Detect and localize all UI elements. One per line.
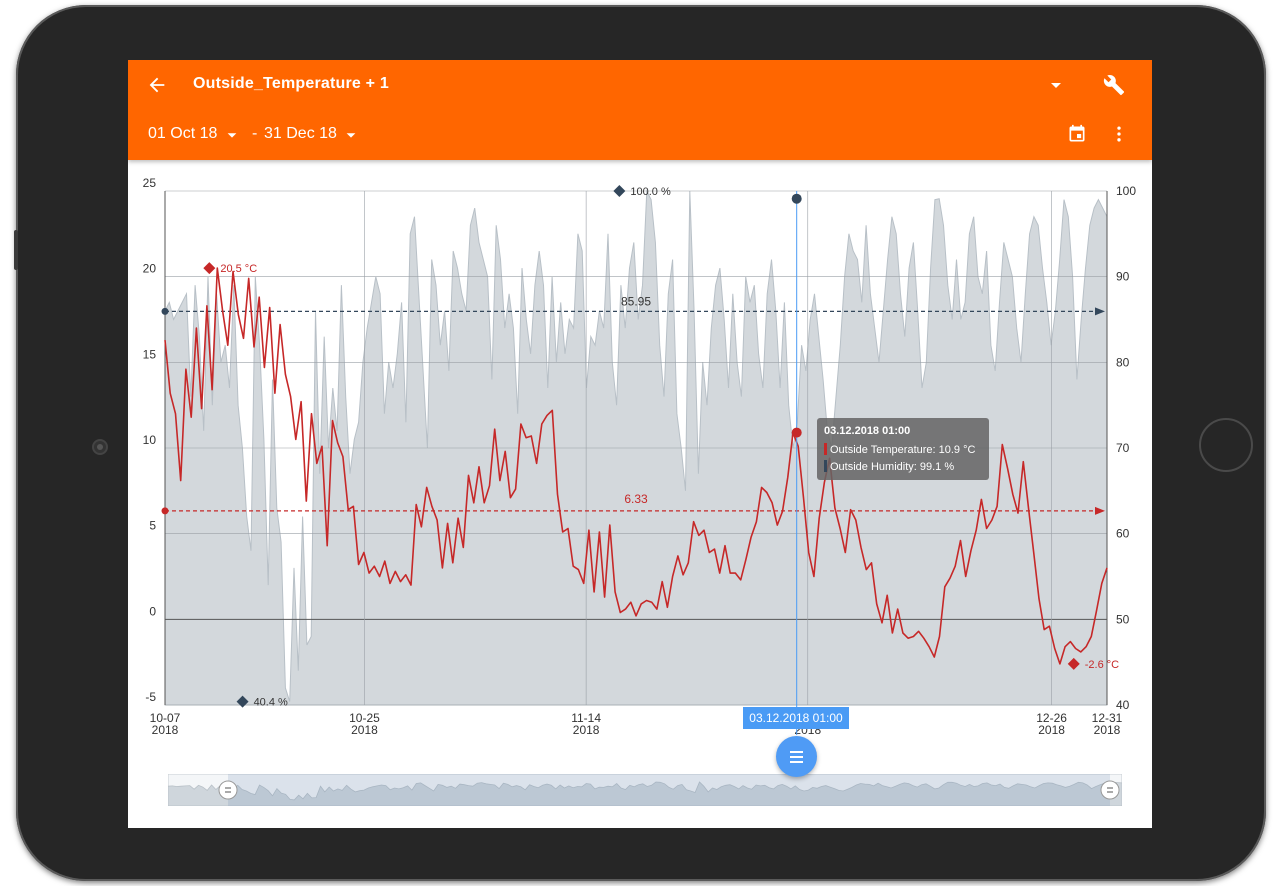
menu-icon	[790, 751, 803, 763]
more-vert-icon[interactable]	[1109, 124, 1129, 144]
range-navigator[interactable]	[168, 774, 1122, 806]
tooltip-temperature-text: Outside Temperature: 10.9 °C	[830, 444, 976, 456]
y-left-tick-label: 10	[143, 433, 157, 447]
crosshair-temperature-dot	[791, 427, 802, 438]
humidity-min-label: 40.4 %	[254, 697, 288, 709]
tooltip-row-temperature: Outside Temperature: 10.9 °C	[824, 443, 975, 457]
menu-fab-button[interactable]	[776, 736, 817, 777]
dropdown-caret-icon[interactable]	[1048, 77, 1064, 93]
y-left-tick-label: -5	[145, 690, 156, 704]
temperature-average-start-dot	[161, 507, 169, 515]
y-right-tick-label: 80	[1116, 355, 1130, 369]
y-right-tick-label: 40	[1116, 698, 1130, 712]
navigator-series-area	[168, 781, 1122, 806]
back-arrow-icon[interactable]	[146, 74, 168, 96]
navigator-left-handle[interactable]	[218, 780, 238, 800]
navigator-right-handle[interactable]	[1100, 780, 1120, 800]
x-tick-label: 10-25	[349, 711, 380, 725]
date-from-caret-icon[interactable]	[225, 128, 239, 142]
home-button[interactable]	[1199, 418, 1253, 472]
x-tick-year-label: 2018	[351, 723, 378, 737]
humidity-swatch	[824, 460, 827, 472]
history-chart[interactable]: 2520151050-510090807060504010-07201810-2…	[128, 160, 1152, 828]
tooltip-row-humidity: Outside Humidity: 99.1 %	[824, 460, 954, 474]
humidity-average-label: 85.95	[621, 294, 651, 308]
page-title: Outside_Temperature + 1	[193, 75, 389, 92]
x-tick-label: 10-07	[150, 711, 181, 725]
y-right-tick-label: 60	[1116, 527, 1130, 541]
date-from-selector[interactable]: 01 Oct 18	[148, 125, 218, 142]
app-screen: Outside_Temperature + 1 01 Oct 18 - 31 D…	[128, 60, 1152, 828]
x-tick-year-label: 2018	[1038, 723, 1065, 737]
y-right-tick-label: 50	[1116, 612, 1130, 626]
temperature-average-label: 6.33	[624, 492, 648, 506]
chart-tooltip: 03.12.2018 01:00 Outside Temperature: 10…	[817, 418, 989, 480]
x-tick-year-label: 2018	[1094, 723, 1121, 737]
navigator-selection	[228, 774, 1110, 806]
temperature-max-label: 20.5 °C	[220, 263, 257, 275]
humidity-min-marker	[236, 695, 249, 708]
humidity-max-marker	[613, 185, 626, 197]
temperature-min-label: -2.6 °C	[1085, 659, 1119, 671]
tooltip-title: 03.12.2018 01:00	[824, 425, 911, 437]
date-to-caret-icon[interactable]	[344, 128, 358, 142]
y-left-tick-label: 25	[143, 176, 157, 190]
wrench-icon[interactable]	[1103, 74, 1125, 96]
humidity-average-start-dot	[161, 307, 169, 315]
x-tick-year-label: 2018	[152, 723, 179, 737]
app-bar: Outside_Temperature + 1 01 Oct 18 - 31 D…	[128, 60, 1152, 160]
date-to-selector[interactable]: 31 Dec 18	[264, 125, 337, 142]
y-left-tick-label: 5	[149, 519, 156, 533]
y-right-tick-label: 100	[1116, 184, 1136, 198]
side-button	[14, 230, 18, 270]
date-separator: -	[252, 125, 258, 142]
y-left-tick-label: 20	[143, 262, 157, 276]
temperature-average-arrow	[1095, 506, 1105, 515]
crosshair-x-label: 03.12.2018 01:00	[743, 707, 849, 729]
y-right-tick-label: 70	[1116, 441, 1130, 455]
humidity-average-arrow	[1095, 307, 1105, 316]
calendar-icon[interactable]	[1067, 124, 1087, 144]
humidity-max-label: 100.0 %	[630, 186, 671, 198]
crosshair-humidity-dot	[791, 193, 802, 204]
x-tick-year-label: 2018	[573, 723, 600, 737]
x-tick-label: 12-26	[1036, 711, 1067, 725]
camera-icon	[94, 441, 106, 453]
y-left-tick-label: 0	[149, 604, 156, 618]
temperature-line	[164, 267, 1108, 665]
y-right-tick-label: 90	[1116, 270, 1130, 284]
y-left-tick-label: 15	[143, 347, 157, 361]
temperature-min-marker	[1067, 657, 1080, 670]
x-tick-label: 11-14	[571, 711, 601, 725]
tooltip-humidity-text: Outside Humidity: 99.1 %	[830, 461, 955, 473]
temperature-max-marker	[203, 262, 216, 275]
temperature-swatch	[824, 443, 827, 455]
x-tick-label: 12-31	[1092, 711, 1123, 725]
